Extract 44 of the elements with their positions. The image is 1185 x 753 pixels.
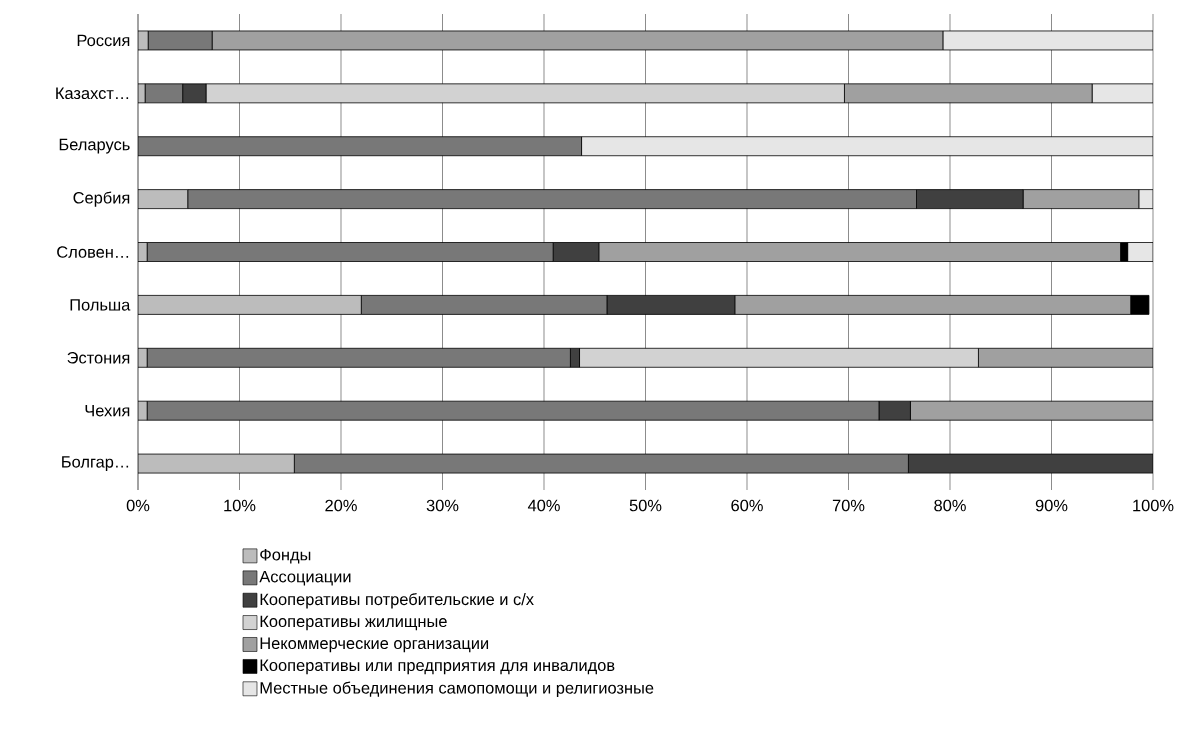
bar: [910, 400, 1153, 421]
bar: [552, 242, 600, 262]
x-tick-label: 0%: [126, 499, 150, 512]
x-tick-label: 20%: [325, 499, 357, 512]
x-tick-label: 10%: [224, 499, 256, 512]
bar: [606, 295, 736, 315]
y-tick-label: Польша: [70, 299, 131, 311]
x-tick-label: 90%: [1035, 499, 1068, 512]
y-tick-label: Сербия: [73, 191, 130, 207]
y-tick-label: Чехия: [85, 404, 130, 417]
legend-label: Кооперативы или предприятия для инвалидов: [260, 659, 615, 675]
y-tick-label: Словен…: [57, 246, 129, 258]
bar: [138, 189, 189, 210]
x-tick-label: 30%: [426, 499, 459, 512]
y-tick-label: Россия: [77, 34, 130, 47]
bar: [138, 295, 362, 315]
x-tick-label: 50%: [629, 499, 662, 512]
bar: [146, 347, 571, 368]
x-tick-label: 70%: [832, 499, 865, 512]
bar: [734, 295, 1132, 315]
bar: [1022, 189, 1140, 210]
bar: [146, 242, 554, 262]
x-tick-label: 60%: [731, 499, 763, 512]
legend-label: Местные объединения самопомощи и религиозные: [260, 681, 654, 697]
bar: [844, 83, 1093, 104]
y-tick-label: Казахст…: [56, 87, 129, 100]
y-tick-label: Беларусь: [59, 138, 130, 154]
bar: [978, 347, 1153, 368]
legend-label: Кооперативы потребительские и с/х: [260, 592, 534, 609]
bar: [360, 295, 608, 315]
x-tick-label: 100%: [1133, 499, 1174, 512]
bar: [598, 242, 1121, 262]
legend-label: Фонды: [260, 548, 311, 564]
x-tick-label: 40%: [527, 499, 560, 512]
legend-label: Кооперативы жилищные: [260, 615, 447, 631]
bar: [144, 83, 184, 104]
legend-label: Некоммерческие организации: [260, 637, 489, 653]
legend-label: Ассоциации: [259, 570, 351, 586]
bar: [187, 189, 917, 210]
y-tick-label: Болгар…: [62, 456, 129, 471]
bar: [146, 400, 880, 421]
y-tick-label: Эстония: [67, 351, 130, 364]
bar: [1130, 295, 1150, 315]
x-tick-label: 80%: [934, 499, 966, 512]
